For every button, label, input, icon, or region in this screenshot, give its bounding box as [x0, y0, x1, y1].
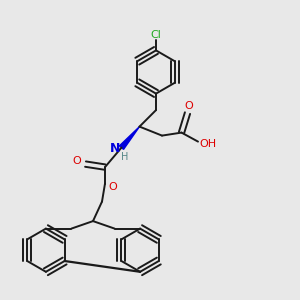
Text: N: N [110, 142, 120, 155]
Text: O: O [73, 156, 82, 166]
Text: OH: OH [199, 139, 216, 149]
Text: O: O [184, 100, 194, 111]
Polygon shape [119, 127, 140, 149]
Text: H: H [121, 152, 128, 162]
Text: O: O [108, 182, 117, 192]
Text: Cl: Cl [151, 29, 161, 40]
